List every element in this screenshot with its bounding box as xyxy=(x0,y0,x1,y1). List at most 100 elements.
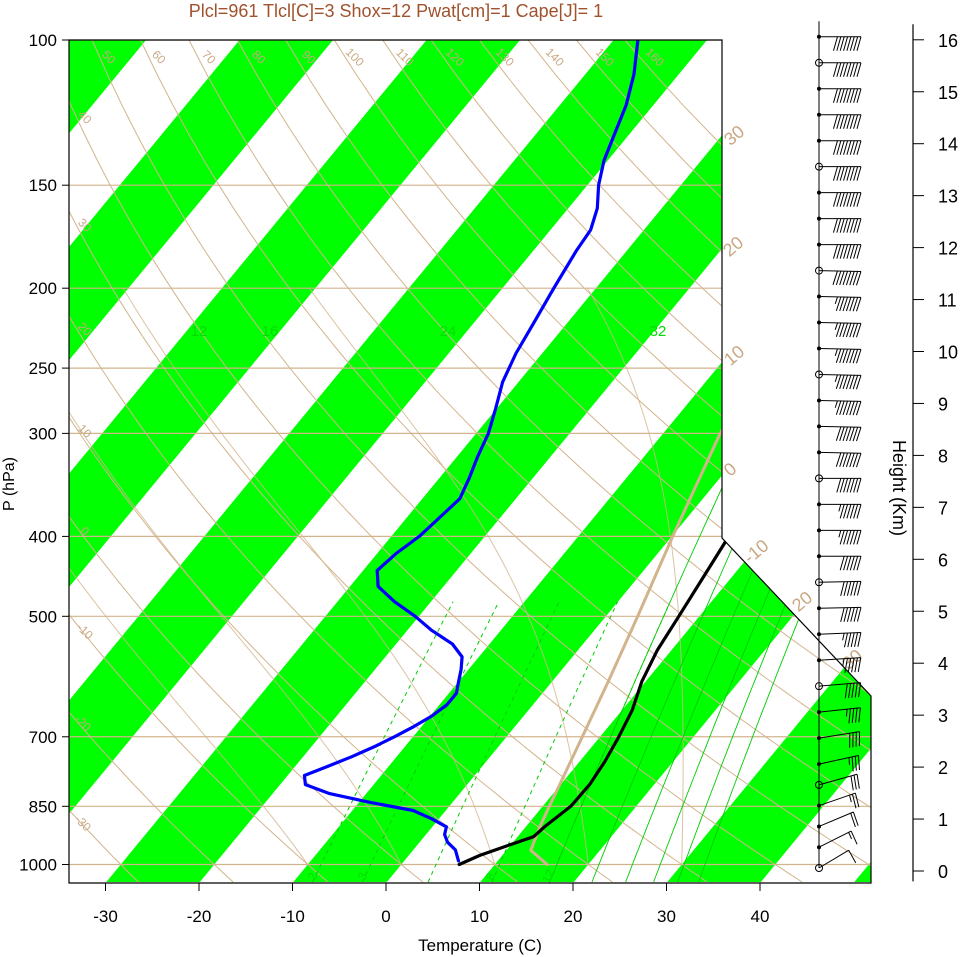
wind-level-dot xyxy=(817,710,821,715)
wind-level-marker xyxy=(815,474,823,483)
wind-level-marker xyxy=(815,266,823,275)
wind-barb-feather xyxy=(847,658,852,673)
wind-level-dot xyxy=(817,346,821,351)
wind-barb-feather xyxy=(839,530,845,545)
p-tick-label: 500 xyxy=(29,607,57,626)
wind-level-dot xyxy=(817,606,821,611)
height-tick-label: 11 xyxy=(938,291,957,311)
wind-barb-feather xyxy=(846,530,852,545)
wind-barb-feather xyxy=(853,140,859,155)
p-tick-label: 150 xyxy=(29,176,57,195)
isotherm-band xyxy=(69,40,334,882)
p-tick-label: 850 xyxy=(29,797,57,816)
wind-barb-feather xyxy=(843,114,849,129)
x-tick-label: -10 xyxy=(280,907,305,926)
wind-barb-feather xyxy=(846,140,852,155)
x-tick-label: 40 xyxy=(751,907,770,926)
wind-barb-feather xyxy=(834,322,838,330)
wind-barb-feather xyxy=(834,348,838,356)
wind-barb-feather xyxy=(852,427,859,442)
wind-barb-feather xyxy=(856,478,862,493)
wind-barb-feather xyxy=(850,607,855,622)
wind-barb-feather xyxy=(852,349,859,364)
wind-barb-feather xyxy=(839,400,845,415)
wind-barb-feather xyxy=(853,775,857,790)
x-axis-label: Temperature (C) xyxy=(418,936,542,955)
wind-barb-feather xyxy=(853,36,859,51)
wind-barb-feather xyxy=(842,271,849,286)
dry-adiabat xyxy=(285,40,871,883)
wind-barb-feather xyxy=(856,323,862,338)
wind-barb-feather xyxy=(856,218,862,233)
wind-level-dot xyxy=(817,554,821,559)
wind-barb-feather xyxy=(852,811,859,826)
wind-barb-feather xyxy=(849,349,855,364)
wind-barb-feather xyxy=(849,478,855,493)
wind-barb-feather xyxy=(856,297,862,312)
y-axis-label: P (hPa) xyxy=(1,457,18,511)
wind-barb-feather xyxy=(843,36,849,51)
wind-barb-feather xyxy=(840,581,845,596)
wind-barb-feather xyxy=(846,62,852,77)
wind-barb-feather xyxy=(844,658,848,673)
wind-barb-feather xyxy=(843,556,849,571)
height-tick-label: 0 xyxy=(938,862,948,882)
wind-barb-feather xyxy=(855,708,858,723)
wind-barb-feather xyxy=(854,657,858,673)
wind-barb-feather xyxy=(849,556,855,571)
dry-adiabat xyxy=(69,40,613,883)
wind-barb-feather xyxy=(849,244,855,259)
wind-barb-feather xyxy=(851,793,857,809)
wind-barb-feather xyxy=(843,88,849,103)
wind-barb-feather xyxy=(849,218,855,233)
wind-barb-feather xyxy=(843,607,849,622)
wind-barb-feather xyxy=(848,757,851,765)
wind-barb-feather xyxy=(839,426,845,441)
wind-level-marker xyxy=(815,682,823,691)
chart-title: Plcl=961 Tlcl[C]=3 Shox=12 Pwat[cm]=1 Ca… xyxy=(189,1,603,21)
wind-barb-feather xyxy=(851,657,855,673)
wind-level-dot xyxy=(817,242,821,247)
wind-barb xyxy=(818,348,861,350)
height-tick-label: 9 xyxy=(938,394,948,414)
wind-level-dot xyxy=(817,294,821,299)
wind-level-dot xyxy=(817,320,821,325)
height-tick-label: 10 xyxy=(938,343,958,363)
wind-barb-feather xyxy=(849,375,855,390)
wind-barb-feather xyxy=(846,114,852,129)
wind-barb-feather xyxy=(858,707,861,723)
moist-adiabat-label: 20 xyxy=(788,587,816,615)
wind-level-marker xyxy=(815,58,823,67)
height-tick-label: 5 xyxy=(938,602,948,622)
dry-adiabat xyxy=(236,40,871,883)
mixing-ratio-line-dashed xyxy=(312,601,454,883)
wind-barb-feather xyxy=(856,774,860,789)
wind-barb-feather xyxy=(852,375,859,390)
wind-barb-feather xyxy=(853,166,859,181)
moist-adiabat xyxy=(69,287,402,865)
wind-level-dot xyxy=(817,736,821,741)
wind-barb-feather xyxy=(842,296,849,312)
wind-barb-feather xyxy=(832,192,838,207)
wind-barb xyxy=(818,811,854,827)
wind-barb-feather xyxy=(849,323,855,338)
wind-barb-feather xyxy=(856,271,862,286)
wind-barb-feather xyxy=(836,62,842,77)
wind-barb-feather xyxy=(853,530,859,545)
plot-frame xyxy=(68,39,872,884)
wind-barb-feather xyxy=(839,504,845,519)
wind-level-dot xyxy=(817,845,821,850)
wind-barb-feather xyxy=(838,504,842,512)
wind-barb-feather xyxy=(842,426,849,442)
wind-barb-feather xyxy=(849,166,855,181)
wind-barb-feather xyxy=(832,166,838,181)
wind-barb-feather xyxy=(836,140,842,155)
wind-barb-feather xyxy=(856,349,862,364)
isotherm-band-layer xyxy=(69,40,871,882)
wind-barb-feather xyxy=(839,114,845,129)
p-tick-label: 700 xyxy=(29,728,57,747)
wind-barb-feather xyxy=(849,427,855,442)
wind-barb-feather xyxy=(843,530,849,545)
wind-barb-feather xyxy=(839,452,845,467)
wind-barb-feather xyxy=(842,658,845,666)
